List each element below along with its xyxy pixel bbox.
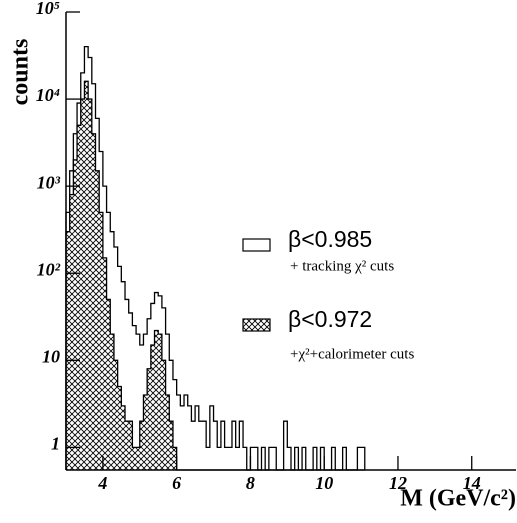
histogram-bar: [187, 405, 192, 470]
histogram-bar: [102, 257, 107, 470]
y-tick-label: 10: [42, 346, 60, 366]
histogram-bar: [235, 447, 240, 470]
legend-swatch: [242, 318, 271, 332]
histogram-bar: [117, 386, 122, 470]
histogram-bar: [106, 299, 111, 470]
histogram-bar: [95, 170, 100, 470]
histogram-bar: [202, 421, 207, 470]
histogram-bar: [206, 447, 210, 470]
histogram-bar: [172, 379, 177, 470]
histogram-bar: [213, 421, 218, 470]
histogram-bar: [169, 421, 173, 470]
histogram-bar: [132, 447, 137, 470]
histogram-bar: [176, 394, 181, 470]
histogram-bar: [143, 394, 148, 470]
x-tick-label: 12: [389, 473, 407, 493]
x-tick-label: 4: [97, 473, 107, 493]
histogram-bar: [283, 421, 288, 470]
histogram-bar: [132, 325, 137, 470]
histogram-bar: [268, 447, 273, 470]
histogram-bar: [161, 360, 166, 470]
x-tick-label: 8: [246, 473, 255, 493]
histogram-bar: [136, 334, 140, 470]
histogram-bar: [272, 447, 277, 470]
histogram-bar: [331, 447, 336, 470]
x-tick-label: 14: [463, 473, 481, 493]
histogram-bar: [357, 447, 362, 470]
histogram-bar: [91, 133, 96, 470]
y-tick-label: 10⁵: [36, 0, 60, 18]
histogram-bar: [228, 447, 232, 470]
histogram-bar: [231, 421, 236, 470]
x-tick-label: 6: [172, 473, 181, 493]
y-axis-title: counts: [8, 39, 34, 106]
histogram-bar: [99, 212, 103, 470]
histogram-bar: [313, 447, 317, 470]
histogram-bar: [320, 447, 325, 470]
histogram-bar: [66, 231, 70, 470]
legend-label: β<0.985: [288, 226, 372, 252]
histogram-bar: [209, 405, 214, 470]
y-tick-label: 10⁴: [36, 85, 60, 105]
histogram-bar: [77, 125, 81, 470]
y-tick-label: 10²: [37, 259, 61, 279]
histogram-bar: [73, 159, 78, 470]
histogram-bar: [80, 99, 85, 470]
histogram-bar: [180, 405, 185, 470]
histogram-bar: [113, 247, 118, 470]
histogram-bar: [239, 421, 244, 470]
histogram-bar: [165, 394, 170, 470]
histogram-bar: [128, 421, 133, 470]
histogram-bar: [224, 447, 229, 470]
x-axis-title: M (GeV/c²): [400, 486, 516, 512]
legend-note: +χ²+calorimeter cuts: [290, 346, 414, 362]
histogram-bar: [125, 421, 129, 470]
histogram-bar: [113, 360, 118, 470]
histogram-bar: [220, 421, 225, 470]
histogram-bar: [110, 334, 114, 470]
histogram-bar: [250, 447, 255, 470]
histogram-bar: [150, 344, 155, 470]
histogram-bar: [88, 99, 92, 470]
histogram-bar: [121, 281, 126, 470]
histogram-bar: [139, 344, 144, 470]
histogram-bar: [342, 447, 347, 470]
histogram-bar: [121, 405, 126, 470]
histogram-bar: [254, 447, 258, 470]
histogram-bar: [294, 447, 299, 470]
legend-label: β<0.972: [288, 306, 372, 332]
legend-note: + tracking χ² cuts: [290, 258, 394, 274]
histogram-bar: [261, 447, 266, 470]
histogram-bar: [302, 447, 306, 470]
histogram-bar: [195, 405, 199, 470]
histogram-bar: [287, 447, 291, 470]
y-tick-label: 1: [51, 434, 60, 454]
y-tick-label: 10³: [37, 172, 61, 192]
histogram-bar: [243, 447, 247, 470]
histogram-bar: [117, 266, 122, 470]
legend-swatch: [242, 238, 271, 252]
histogram-bar: [139, 421, 144, 470]
histogram-bar: [361, 447, 365, 470]
histogram-bar: [198, 421, 203, 470]
histogram-bar: [125, 299, 129, 470]
histogram-bar: [169, 360, 173, 470]
histogram-bar: [128, 312, 133, 470]
histogram-bar: [69, 194, 74, 470]
histogram-bar: [184, 394, 188, 470]
histogram-bar: [158, 334, 162, 470]
x-tick-label: 10: [315, 473, 333, 493]
histogram-bar: [136, 447, 140, 470]
histogram-bar: [147, 368, 151, 470]
histogram-bar: [154, 330, 159, 470]
histogram-bar: [217, 447, 221, 470]
histogram-bar: [84, 81, 89, 471]
histogram-bar: [172, 447, 177, 470]
histogram-bar: [191, 421, 196, 470]
